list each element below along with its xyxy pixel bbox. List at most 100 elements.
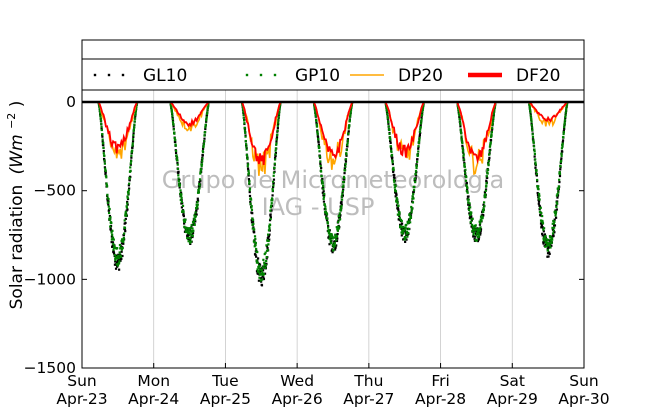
point: [557, 185, 560, 188]
point: [129, 163, 132, 166]
point: [122, 238, 125, 241]
point: [277, 113, 281, 116]
point: [563, 126, 566, 129]
point: [388, 128, 391, 132]
point: [177, 170, 180, 173]
point: [552, 222, 555, 225]
point: [105, 182, 108, 185]
point: [421, 110, 424, 113]
point: [332, 246, 335, 249]
point: [528, 105, 531, 108]
point: [268, 238, 271, 241]
point: [248, 182, 251, 185]
point: [121, 254, 124, 258]
point: [467, 198, 470, 201]
point: [258, 265, 261, 268]
point: [193, 217, 196, 220]
point: [546, 249, 550, 252]
point: [534, 166, 537, 169]
point: [537, 197, 540, 200]
point: [565, 109, 568, 112]
point: [474, 235, 477, 238]
point: [468, 203, 471, 206]
point: [195, 203, 198, 206]
point: [109, 227, 112, 230]
point: [344, 162, 347, 166]
point: [135, 107, 138, 110]
point: [531, 129, 534, 132]
point: [534, 161, 537, 164]
point: [552, 229, 555, 232]
point: [183, 222, 186, 225]
point: [106, 185, 109, 188]
point: [189, 226, 192, 230]
point: [262, 276, 265, 279]
point: [472, 228, 475, 231]
point: [562, 132, 565, 136]
point: [265, 257, 268, 260]
point: [251, 218, 255, 222]
point: [349, 113, 352, 116]
point: [550, 236, 554, 240]
point: [328, 230, 331, 233]
point: [178, 183, 182, 186]
point: [335, 244, 338, 247]
point: [467, 203, 470, 206]
point: [463, 165, 466, 168]
point: [333, 240, 336, 243]
point: [542, 241, 545, 244]
point: [172, 123, 175, 126]
point: [347, 132, 350, 135]
point: [396, 198, 399, 201]
point: [250, 206, 253, 209]
point: [99, 117, 102, 120]
point: [555, 194, 559, 197]
point: [322, 184, 325, 188]
point: [468, 212, 471, 215]
point: [393, 180, 396, 183]
point: [416, 158, 419, 161]
point: [398, 213, 401, 216]
y-tick-label: −1000: [24, 270, 76, 288]
point: [548, 244, 551, 247]
watermark-line-2: IAG - USP: [262, 193, 375, 221]
point: [127, 188, 130, 192]
point: [313, 105, 316, 108]
point: [134, 114, 137, 117]
point: [344, 158, 348, 161]
point: [391, 156, 394, 159]
point: [479, 226, 482, 229]
point: [549, 238, 553, 241]
point: [104, 169, 107, 172]
point: [277, 123, 280, 126]
point: [476, 239, 480, 243]
point: [406, 235, 409, 238]
point: [329, 239, 332, 242]
point: [539, 222, 543, 225]
point: [464, 174, 467, 177]
point: [460, 132, 463, 135]
point: [245, 143, 248, 146]
point: [544, 234, 547, 238]
point: [404, 237, 407, 241]
point: [475, 234, 478, 237]
point: [347, 127, 350, 130]
point: [483, 191, 487, 194]
point: [131, 149, 134, 152]
point: [248, 190, 251, 194]
point: [265, 244, 268, 247]
point: [271, 194, 274, 197]
point: [132, 135, 135, 139]
point: [553, 224, 557, 227]
point: [462, 153, 465, 156]
point: [475, 239, 478, 242]
point: [108, 214, 112, 218]
point: [342, 188, 345, 191]
point: [263, 252, 266, 256]
point: [268, 227, 271, 230]
point: [315, 125, 319, 128]
point: [111, 229, 114, 232]
point: [174, 138, 177, 142]
point: [393, 183, 396, 186]
point: [247, 172, 250, 175]
